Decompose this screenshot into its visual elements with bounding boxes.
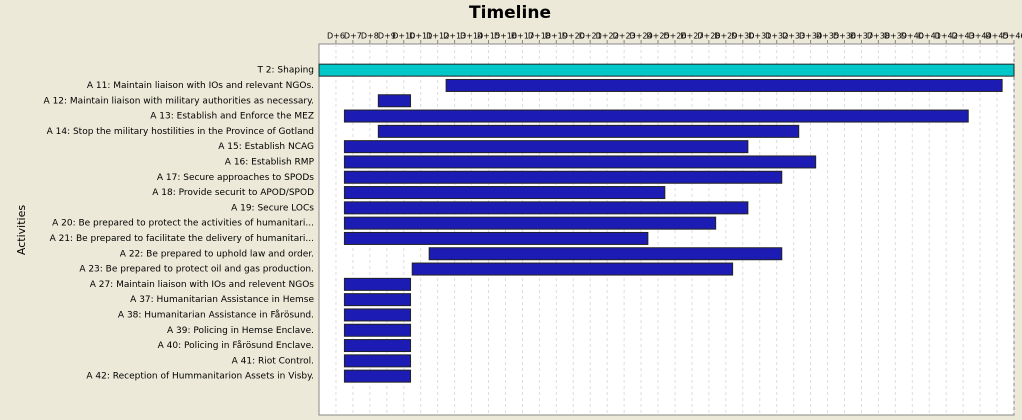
bar xyxy=(343,369,412,383)
bar xyxy=(377,124,800,138)
x-tick-label: D+6 xyxy=(327,32,345,41)
category-label: A 17: Secure approaches to SPODs xyxy=(157,173,314,183)
category-label: A 23: Be prepared to protect oil and gas… xyxy=(79,265,314,275)
bar xyxy=(377,94,412,108)
x-tick-label: D+29 xyxy=(714,32,737,41)
x-tick-label: D+34 xyxy=(799,32,822,41)
category-label: A 37: Humanitarian Assistance in Hemse xyxy=(130,295,314,305)
x-tick-label: D+40 xyxy=(901,32,924,41)
bar xyxy=(343,140,749,154)
category-label: A 19: Secure LOCs xyxy=(231,203,314,213)
category-label: A 12: Maintain liaison with military aut… xyxy=(44,96,314,106)
bar xyxy=(343,339,412,353)
bar xyxy=(428,247,783,261)
x-tick-label: D+22 xyxy=(596,32,619,41)
x-tick-label: D+16 xyxy=(494,32,517,41)
x-tick-label: D+46 xyxy=(1002,32,1022,41)
bar xyxy=(343,277,412,291)
x-tick-label: D+12 xyxy=(426,32,449,41)
chart-title: Timeline xyxy=(469,3,551,23)
x-tick-label: D+20 xyxy=(562,32,585,41)
x-tick-label: D+15 xyxy=(477,32,500,41)
x-tick-label: D+45 xyxy=(986,32,1009,41)
bar xyxy=(343,155,817,169)
x-tick-label: D+39 xyxy=(884,32,907,41)
category-label: A 18: Provide securit to APOD/SPOD xyxy=(152,188,314,198)
x-tick-label: D+14 xyxy=(460,32,483,41)
x-tick-label: D+43 xyxy=(952,32,975,41)
x-tick-label: D+31 xyxy=(748,32,771,41)
bar xyxy=(445,78,1003,92)
x-tick-label: D+25 xyxy=(647,32,670,41)
x-tick-label: D+37 xyxy=(850,32,873,41)
bar xyxy=(411,262,734,276)
bar xyxy=(343,186,666,200)
x-tick-label: D+9 xyxy=(378,32,396,41)
bar xyxy=(343,323,412,337)
x-tick-label: D+19 xyxy=(545,32,568,41)
x-tick-label: D+30 xyxy=(731,32,754,41)
x-tick-label: D+26 xyxy=(663,32,686,41)
category-label: A 42: Reception of Hummanitarion Assets … xyxy=(86,372,314,382)
bar xyxy=(343,109,969,123)
bar xyxy=(343,216,717,230)
bar xyxy=(318,63,1015,77)
x-tick-label: D+42 xyxy=(935,32,958,41)
x-tick-label: D+8 xyxy=(361,32,379,41)
bar xyxy=(343,293,412,307)
x-tick-label: D+33 xyxy=(782,32,805,41)
bar xyxy=(343,201,749,215)
x-tick-label: D+38 xyxy=(867,32,890,41)
x-tick-label: D+23 xyxy=(613,32,636,41)
category-label: A 15: Establish NCAG xyxy=(218,142,314,152)
x-tick-label: D+24 xyxy=(630,32,653,41)
x-tick-label: D+21 xyxy=(579,32,602,41)
category-label: A 27: Maintain liaison with IOs and rele… xyxy=(90,280,315,290)
x-tick-label: D+7 xyxy=(344,32,362,41)
category-label: A 41: Riot Control. xyxy=(232,356,314,366)
x-tick-label: D+27 xyxy=(680,32,703,41)
bar xyxy=(343,170,783,184)
y-axis-label: Activities xyxy=(15,205,28,255)
bar xyxy=(343,231,649,245)
x-tick-label: D+10 xyxy=(392,32,415,41)
bar xyxy=(343,354,412,368)
x-tick-label: D+35 xyxy=(816,32,839,41)
x-tick-label: D+13 xyxy=(443,32,466,41)
category-label: A 13: Establish and Enforce the MEZ xyxy=(150,112,314,122)
category-label: A 20: Be prepared to protect the activit… xyxy=(52,219,314,229)
x-tick-label: D+44 xyxy=(969,32,992,41)
category-label: A 38: Humanitarian Assistance in Fårösun… xyxy=(118,309,314,320)
x-tick-label: D+28 xyxy=(697,32,720,41)
category-label: A 39: Policing in Hemse Enclave. xyxy=(167,326,314,336)
x-tick-label: D+32 xyxy=(765,32,788,41)
x-tick-label: D+11 xyxy=(409,32,432,41)
category-label: A 14: Stop the military hostilities in t… xyxy=(47,127,314,137)
category-label: T 2: Shaping xyxy=(256,66,314,76)
x-tick-label: D+17 xyxy=(511,32,534,41)
category-label: A 40: Policing in Fårösund Enclave. xyxy=(158,340,314,351)
category-label: A 11: Maintain liaison with IOs and rele… xyxy=(87,81,314,91)
bar xyxy=(343,308,412,322)
category-label: A 22: Be prepared to uphold law and orde… xyxy=(120,249,314,259)
category-label: A 21: Be prepared to facilitate the deli… xyxy=(50,234,314,244)
x-tick-label: D+18 xyxy=(528,32,551,41)
category-label: A 16: Establish RMP xyxy=(225,157,315,167)
x-tick-label: D+36 xyxy=(833,32,856,41)
x-tick-label: D+41 xyxy=(918,32,941,41)
